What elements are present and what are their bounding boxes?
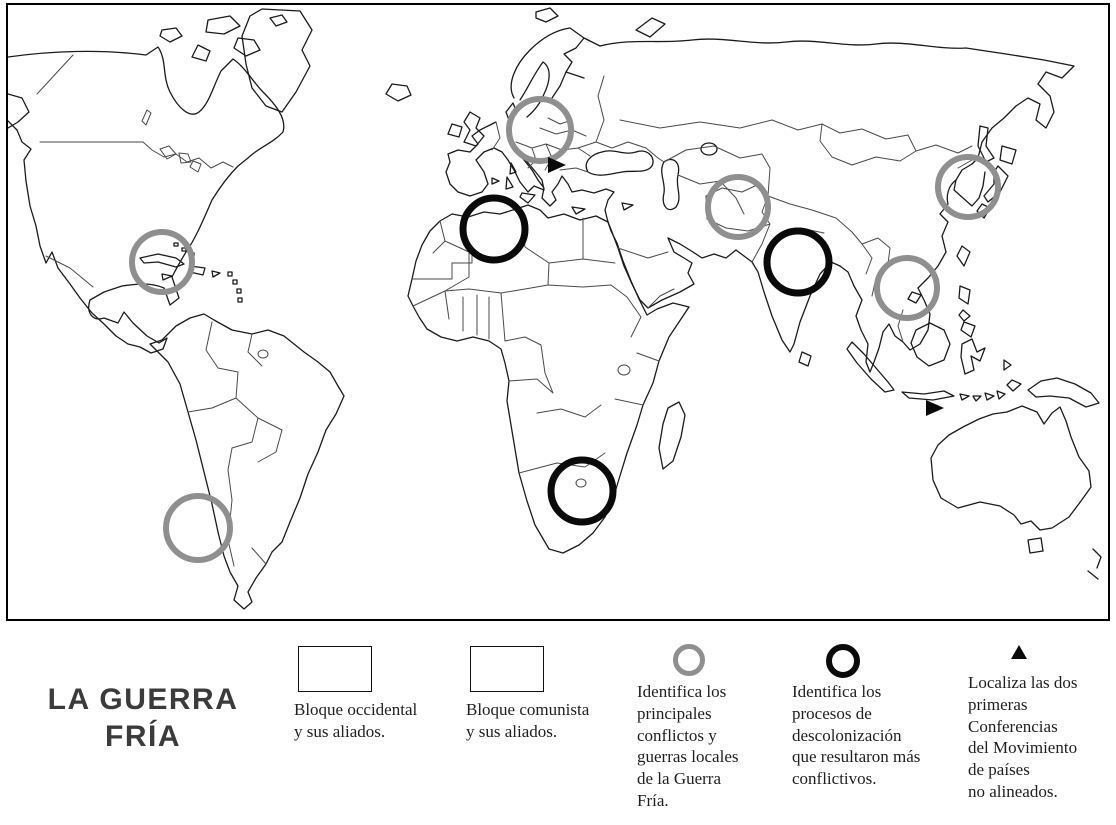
communist-bloc-swatch [470, 646, 544, 692]
country-borders [36, 54, 973, 567]
conflict-circle-korea [935, 154, 1001, 220]
decolonization-circle-india [763, 227, 833, 297]
conflict-circle-afghanistan-middle-east [705, 174, 771, 240]
western-bloc-label: Bloque occidental y sus aliados. [294, 700, 418, 741]
conflict-circle-vietnam-indochina [874, 255, 940, 321]
conflict-circle-southern-cone-chile [163, 493, 233, 563]
conference-triangle-balkans-belgrade [548, 157, 566, 173]
black-circle-icon [826, 644, 860, 678]
markers-layer [129, 96, 1001, 563]
gray-circle-icon [673, 644, 705, 676]
world-map-svg [8, 7, 1102, 610]
coastlines [8, 7, 1102, 610]
conflicts-legend-label: Identifica los principales conflictos y … [637, 682, 739, 810]
legend-title: LA GUERRA FRÍA [47, 683, 239, 753]
world-map-figure [6, 3, 1110, 621]
conflict-circle-central-europe [506, 96, 574, 164]
western-bloc-swatch [298, 646, 372, 692]
black-triangle-icon [1011, 645, 1027, 659]
conferences-legend-label: Localiza las dos primeras Conferencias d… [968, 673, 1078, 801]
conflict-circle-cuba-caribbean [129, 229, 195, 295]
communist-bloc-label: Bloque comunista y sus aliados. [466, 700, 590, 741]
decolonization-circle-south-africa [547, 456, 617, 526]
decolonization-circle-algeria-north-africa [459, 194, 529, 264]
conference-triangle-java-bandung [926, 400, 944, 416]
decolonization-legend-label: Identifica los procesos de descolonizaci… [792, 682, 921, 788]
